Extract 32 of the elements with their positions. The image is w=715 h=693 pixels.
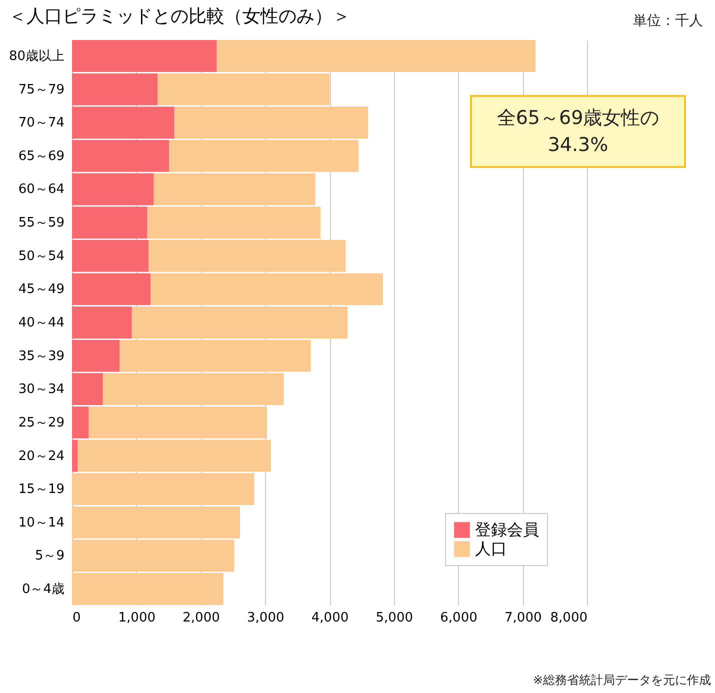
text: 単位：千人 bbox=[633, 12, 703, 30]
x-tick-label: 4,000 bbox=[311, 610, 349, 626]
y-tick-label: 70～74 bbox=[18, 116, 64, 131]
x-tick-label: 8,000 bbox=[550, 610, 588, 626]
y-tick-label: 30～34 bbox=[18, 382, 64, 398]
y-tick-label: 35～39 bbox=[18, 348, 64, 364]
y-tick-label: 20～24 bbox=[18, 448, 64, 464]
text: ※総務省統計局データを元に作成 bbox=[532, 672, 711, 689]
y-tick-label: 55～59 bbox=[18, 216, 64, 231]
x-tick-label: 3,000 bbox=[247, 610, 284, 626]
x-tick-label: 6,000 bbox=[440, 610, 478, 626]
legend-label: 登録会員 bbox=[475, 520, 539, 539]
y-tick-label: 25～29 bbox=[18, 415, 64, 430]
x-tick-label: 7,000 bbox=[504, 610, 542, 626]
y-tick-label: 40～44 bbox=[18, 316, 64, 330]
y-tick-label: 0～4歳 bbox=[22, 582, 64, 598]
chart-title: ＜人口ピラミッドとの比較（女性のみ）＞ bbox=[8, 6, 350, 27]
x-tick-label: 2,000 bbox=[182, 610, 220, 626]
y-tick-label: 15～19 bbox=[18, 482, 64, 498]
y-tick-label: 75～79 bbox=[18, 82, 64, 98]
y-tick-label: 60～64 bbox=[18, 182, 64, 198]
y-tick-label: 45～49 bbox=[18, 282, 64, 298]
y-tick-label: 80歳以上 bbox=[8, 48, 64, 64]
x-tick-label: 0 bbox=[72, 610, 81, 626]
y-tick-label: 10～14 bbox=[18, 515, 64, 530]
y-tick-label: 5～9 bbox=[34, 548, 64, 564]
annotation: 全65～69歳女性の34.3% bbox=[470, 95, 686, 168]
y-tick-label: 50～54 bbox=[18, 248, 64, 264]
legend-label: 人口 bbox=[475, 539, 507, 558]
y-tick-label: 65～69 bbox=[18, 148, 64, 164]
x-tick-label: 1,000 bbox=[118, 610, 156, 626]
x-tick-label: 5,000 bbox=[376, 610, 413, 626]
